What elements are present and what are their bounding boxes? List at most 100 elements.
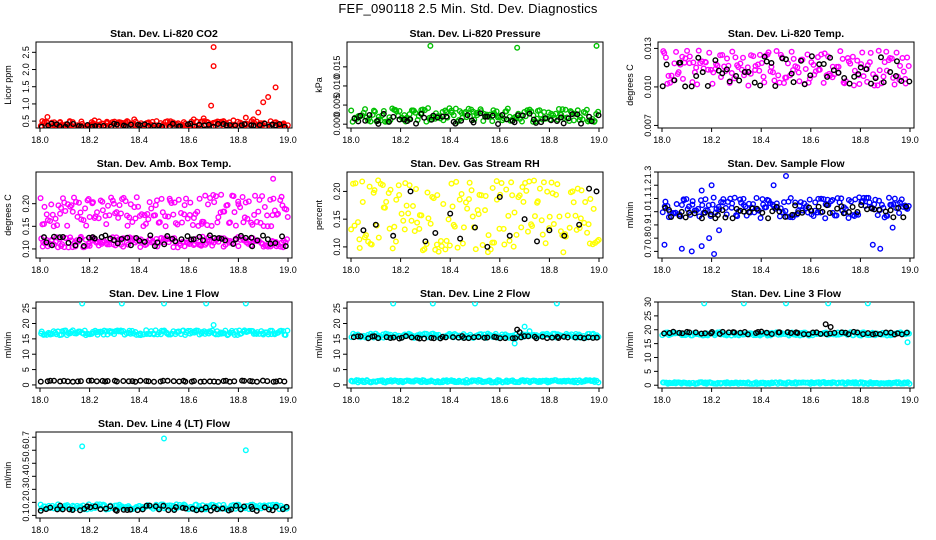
data-point [190,236,197,243]
data-point [387,334,394,341]
data-point [135,203,142,210]
data-point [799,209,806,216]
data-point [99,207,106,214]
y-tick-label: 15 [21,334,31,344]
data-point [440,201,447,208]
data-point [38,123,45,128]
data-point [416,225,423,232]
data-point [230,193,237,200]
data-point [438,243,445,250]
data-point [847,60,854,67]
data-point [722,214,729,221]
data-point [746,209,753,216]
data-point [816,66,823,73]
data-point [276,377,283,384]
data-point [855,71,862,78]
data-point [493,178,500,185]
data-point [134,507,141,514]
y-tick-label: 0.10 [332,238,342,256]
data-point [113,121,120,128]
data-point [126,214,133,221]
data-point [215,214,222,221]
data-point [406,182,413,189]
data-marks [659,172,912,258]
data-point [259,193,266,200]
data-point [367,118,374,125]
data-point [661,330,668,337]
data-point [284,213,291,220]
data-point [421,246,428,253]
y-tick-label: 20 [21,318,31,328]
data-point [891,331,898,338]
data-point [245,198,252,205]
data-point [164,233,171,240]
data-point [284,236,291,243]
data-point [849,203,856,210]
data-point [145,378,152,385]
data-point [84,503,91,510]
data-point [403,202,410,209]
data-point [714,211,721,218]
x-tick-label: 18.4 [752,395,770,405]
data-point [40,234,47,241]
data-point [143,502,150,509]
data-point [235,198,242,205]
data-point [510,243,517,250]
data-point [220,377,227,384]
data-point [728,70,735,77]
y-tick-label: 1.2 [643,179,653,192]
data-point [536,185,543,192]
data-point [761,53,768,60]
y-tick-label: 0.4 [21,470,31,483]
y-tick-label: 10 [21,349,31,359]
data-point [719,70,726,77]
data-point [880,73,887,80]
data-point [283,206,290,213]
data-point [209,242,216,249]
data-point [44,378,51,385]
data-point [375,335,382,342]
data-point [182,505,189,512]
data-point [899,54,906,61]
data-point [92,503,99,510]
data-point [117,210,124,217]
data-point [759,209,766,216]
data-point [454,244,461,251]
data-point [760,73,767,80]
data-point [723,211,730,218]
data-point [91,117,98,124]
data-point [265,94,272,101]
data-point [443,237,450,244]
data-point [572,212,579,219]
data-point [784,329,791,336]
data-point [765,215,772,222]
data-point [529,222,536,229]
data-point [689,198,696,205]
data-point [56,234,63,241]
data-point [434,114,441,121]
data-point [205,121,212,128]
data-point [783,172,790,179]
data-point [821,50,828,57]
data-point [857,64,864,71]
data-point [425,105,432,112]
data-point [897,62,904,69]
data-point [698,187,705,194]
data-point [402,333,409,340]
data-point [707,211,714,218]
data-point [876,67,883,74]
data-point [818,51,825,58]
y-axis-label: degrees C [625,64,635,106]
data-point [154,239,161,246]
data-point [240,503,247,510]
data-point [104,378,111,385]
data-point [281,378,288,385]
data-point [895,204,902,211]
data-point [52,215,59,222]
data-point [505,212,512,219]
data-point [704,82,711,89]
x-tick-label: 18.0 [31,525,49,535]
data-point [357,333,364,340]
data-point [264,212,271,219]
